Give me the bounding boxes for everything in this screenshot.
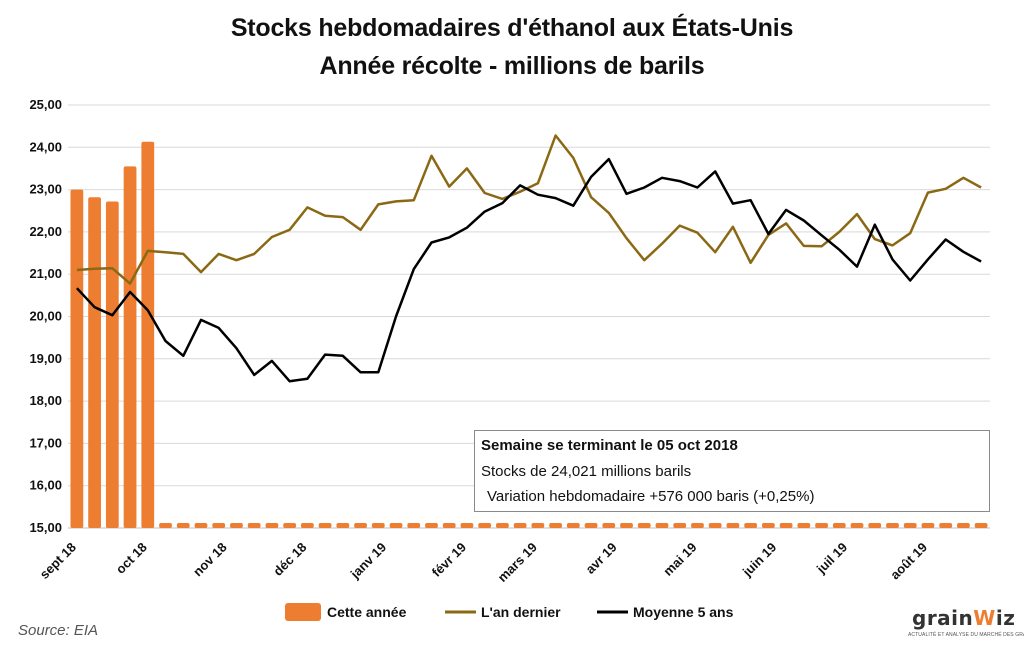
bar-this-year-empty <box>744 523 758 528</box>
bar-this-year-empty <box>620 523 633 528</box>
bar-this-year-empty <box>496 523 509 528</box>
bar-this-year-empty <box>425 523 438 528</box>
x-tick-label: juin 19 <box>739 540 779 580</box>
x-tick-label: nov 18 <box>190 540 230 580</box>
bar-this-year-empty <box>300 523 314 528</box>
bar-this-year-empty <box>318 523 332 528</box>
x-tick-label: sept 18 <box>37 540 79 582</box>
bar-this-year-empty <box>655 523 669 528</box>
y-tick-label: 20,00 <box>29 309 62 324</box>
bar-this-year-empty <box>903 523 917 528</box>
bar-this-year-empty <box>549 523 562 528</box>
x-tick-label: mars 19 <box>495 540 540 585</box>
bar-this-year <box>70 189 84 528</box>
chart-subtitle: Année récolte - millions de barils <box>319 52 705 80</box>
y-tick-label: 15,00 <box>29 520 62 535</box>
logo-wordmark: grainWiz <box>912 606 1016 630</box>
bar-this-year-empty <box>708 523 722 528</box>
bar-this-year-empty <box>460 523 474 528</box>
bar-this-year-empty <box>921 523 935 528</box>
bar-this-year-empty <box>886 523 899 528</box>
bar-this-year-empty <box>779 523 793 528</box>
bar-this-year <box>105 201 119 528</box>
line-five-year-avg <box>75 157 982 383</box>
bar-this-year-empty <box>230 523 243 528</box>
bar-this-year-empty <box>797 523 811 528</box>
y-tick-label: 21,00 <box>29 266 62 281</box>
x-tick-label: juil 19 <box>813 540 850 577</box>
source-label: Source: EIA <box>18 622 99 639</box>
bar-this-year-empty <box>850 523 864 528</box>
info-change-label: Variation hebdomadaire +576 000 baris (+… <box>487 488 815 505</box>
bar-this-year-empty <box>832 523 846 528</box>
x-tick-label: août 19 <box>887 540 930 583</box>
chart-title: Stocks hebdomadaires d'éthanol aux États… <box>230 14 794 42</box>
bar-this-year-empty <box>673 523 687 528</box>
bar-this-year-empty <box>974 523 988 528</box>
y-tick-label: 19,00 <box>29 351 62 366</box>
x-tick-label: janv 19 <box>347 540 389 582</box>
info-week-label: Semaine se terminant le 05 oct 2018 <box>481 437 738 454</box>
x-tick-label: avr 19 <box>583 540 620 577</box>
bar-this-year <box>141 141 155 528</box>
bar-this-year-empty <box>176 523 190 528</box>
bar-this-year <box>88 197 101 529</box>
bar-this-year-empty <box>159 523 172 528</box>
bar-this-year-empty <box>389 523 403 528</box>
bar-this-year-empty <box>212 523 226 528</box>
bar-this-year-empty <box>354 523 367 528</box>
bar-this-year <box>123 166 137 528</box>
bar-this-year-empty <box>691 523 704 528</box>
bar-this-year-empty <box>478 523 492 528</box>
bar-this-year-empty <box>761 523 775 528</box>
bar-this-year-empty <box>815 523 828 528</box>
legend-label-this-year: Cette année <box>327 604 407 620</box>
bar-this-year-empty <box>407 523 421 528</box>
bar-this-year-empty <box>371 523 385 528</box>
bar-this-year-empty <box>247 523 261 528</box>
bar-this-year-empty <box>265 523 279 528</box>
bar-this-year-empty <box>336 523 350 528</box>
y-tick-label: 23,00 <box>29 182 62 197</box>
info-box: Semaine se terminant le 05 oct 2018 Stoc… <box>474 430 990 512</box>
legend-label-five-year: Moyenne 5 ans <box>633 604 734 620</box>
logo-tagline: ACTUALITÉ ET ANALYSE DU MARCHÉ DES GRAIN… <box>908 632 1024 638</box>
bar-this-year-empty <box>939 523 953 528</box>
line-last-year <box>76 134 982 285</box>
x-tick-label: déc 18 <box>270 540 309 579</box>
y-tick-label: 25,00 <box>29 97 62 112</box>
y-tick-label: 16,00 <box>29 478 62 493</box>
x-tick-label: févr 19 <box>429 540 469 580</box>
bar-this-year-empty <box>726 523 740 528</box>
info-stocks-label: Stocks de 24,021 millions barils <box>481 463 692 480</box>
bar-this-year-empty <box>442 523 456 528</box>
bar-this-year-empty <box>584 523 598 528</box>
x-tick-label: mai 19 <box>660 540 699 579</box>
bar-this-year-empty <box>637 523 651 528</box>
y-tick-label: 22,00 <box>29 224 62 239</box>
bar-this-year-empty <box>194 523 208 528</box>
x-tick-label: oct 18 <box>113 540 150 577</box>
y-tick-label: 17,00 <box>29 435 62 450</box>
bar-this-year-empty <box>513 523 527 528</box>
grainwiz-logo: grainWiz ACTUALITÉ ET ANALYSE DU MARCHÉ … <box>908 604 1024 644</box>
y-tick-label: 24,00 <box>29 139 62 154</box>
bar-this-year-empty <box>957 523 970 528</box>
bar-this-year-empty <box>566 523 580 528</box>
bar-this-year-empty <box>283 523 297 528</box>
legend-label-last-year: L'an dernier <box>481 604 561 620</box>
bar-this-year-empty <box>531 523 545 528</box>
y-tick-label: 18,00 <box>29 393 62 408</box>
legend-swatch-this-year <box>285 603 321 621</box>
bar-this-year-empty <box>602 523 616 528</box>
bar-this-year-empty <box>868 523 882 528</box>
